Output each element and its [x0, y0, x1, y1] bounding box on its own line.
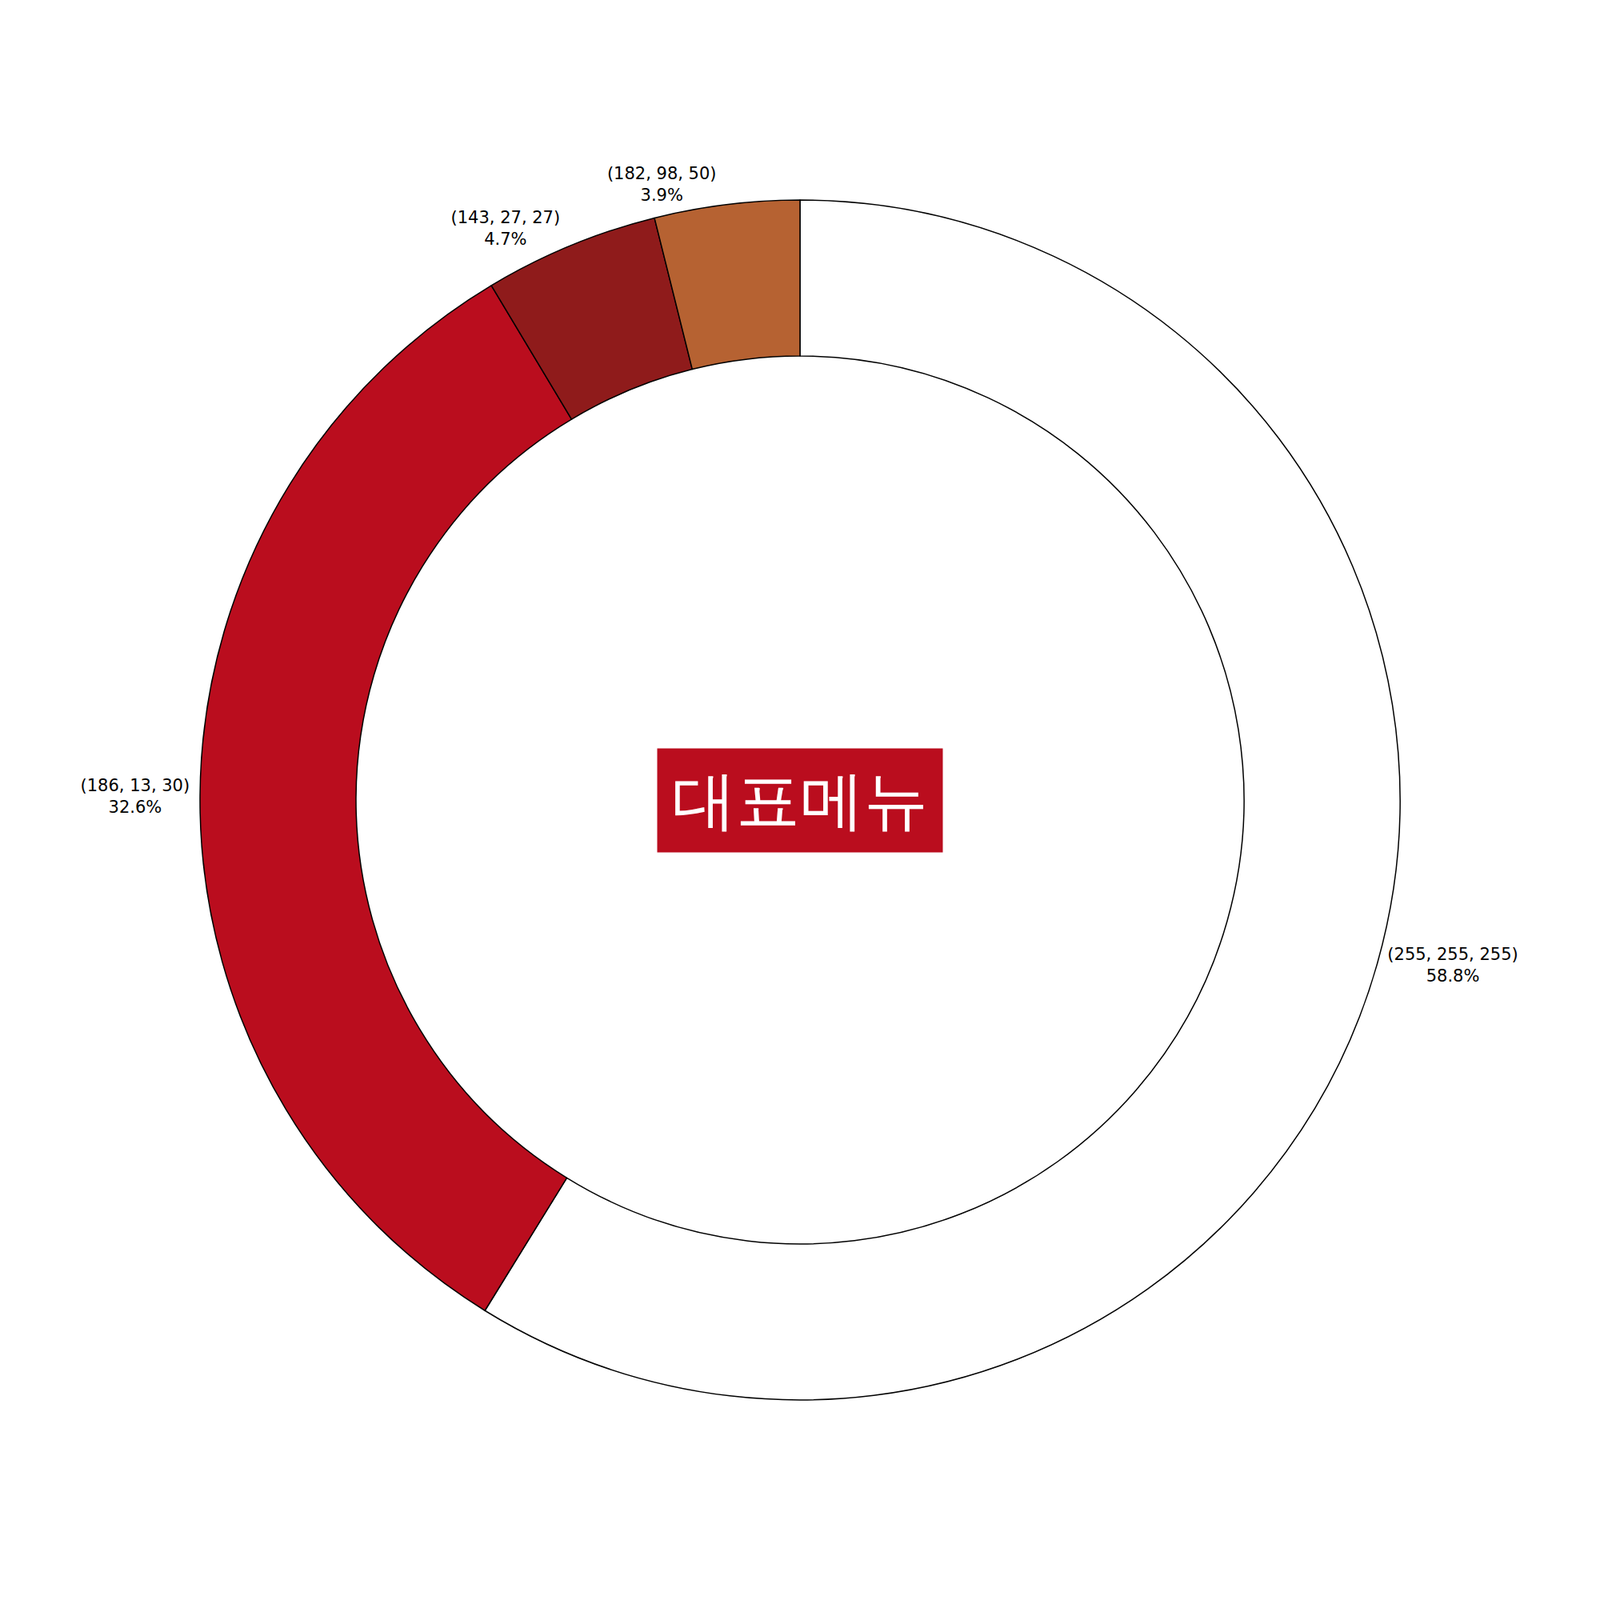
svg-text:(143, 27, 27)4.7%: (143, 27, 27)4.7%: [451, 208, 561, 249]
svg-text:(182, 98, 50)3.9%: (182, 98, 50)3.9%: [607, 164, 717, 205]
svg-text:대표메뉴: 대표메뉴: [672, 763, 928, 838]
svg-text:(186, 13, 30)32.6%: (186, 13, 30)32.6%: [80, 776, 191, 817]
svg-text:(255, 255, 255)58.8%: (255, 255, 255)58.8%: [1387, 944, 1518, 986]
